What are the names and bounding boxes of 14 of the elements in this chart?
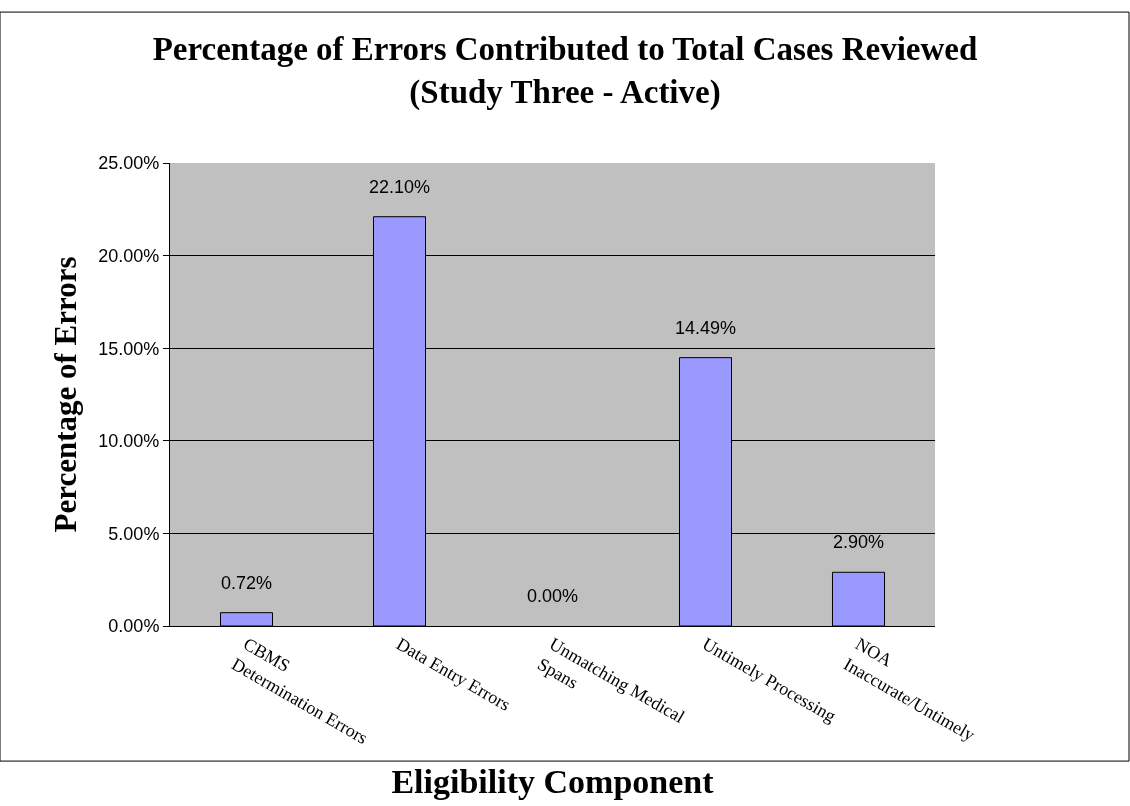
y-tick-label: 20.00% <box>98 245 160 266</box>
chart-title: Percentage of Errors Contributed to Total Cases Reviewed (Study Three - Active) <box>152 31 978 112</box>
y-tick-label: 15.00% <box>98 338 160 359</box>
data-label: 14.49% <box>675 318 737 338</box>
data-label: 22.10% <box>369 177 431 197</box>
y-axis-title: Percentage of Errors <box>47 256 83 533</box>
y-tick-label: 10.00% <box>98 431 160 452</box>
y-tick-label: 25.00% <box>98 153 160 174</box>
data-label: 2.90% <box>833 532 885 552</box>
data-label: 0.00% <box>527 586 579 606</box>
y-tick-label: 5.00% <box>108 523 160 544</box>
y-tick-label: 0.00% <box>108 616 160 637</box>
data-label: 0.72% <box>221 573 273 593</box>
x-axis-title: Eligibility Component <box>391 763 715 801</box>
